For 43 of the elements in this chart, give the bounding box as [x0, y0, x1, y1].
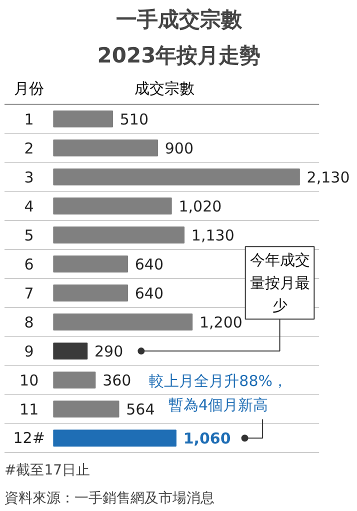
chart-title: 一手成交宗數 — [116, 8, 243, 32]
y-tick-label: 6 — [24, 256, 34, 274]
chart-subtitle: 2023年按月走勢 — [97, 44, 261, 68]
bar — [53, 226, 185, 244]
bar — [53, 197, 172, 214]
bar — [53, 139, 158, 156]
data-label: 1,130 — [191, 226, 234, 244]
y-axis-title: 月份 — [14, 79, 44, 98]
data-label: 360 — [102, 372, 132, 390]
data-label: 1,060 — [183, 430, 231, 448]
y-tick-label: 1 — [24, 110, 34, 128]
bar — [53, 168, 300, 186]
x-axis-title: 成交宗數 — [134, 79, 194, 98]
y-tick-label: 4 — [24, 197, 34, 216]
data-label: 640 — [134, 284, 164, 303]
data-label: 1,200 — [199, 314, 242, 332]
y-tick-label: 2 — [24, 139, 34, 158]
data-label: 564 — [126, 400, 155, 419]
bar — [53, 314, 193, 331]
data-label: 640 — [134, 256, 164, 274]
bar — [53, 372, 96, 389]
bar — [53, 400, 120, 418]
data-label: 510 — [120, 110, 149, 128]
text: #截至17日止 — [4, 462, 90, 478]
y-tick-label: 9 — [24, 342, 34, 361]
source-note: 資料來源：一手銷售網及市場消息 — [4, 490, 214, 506]
bar — [53, 284, 128, 302]
data-label: 900 — [164, 139, 194, 158]
y-tick-label: 7 — [24, 284, 34, 303]
bar — [53, 430, 176, 447]
y-tick-label: 8 — [24, 314, 34, 332]
bar — [53, 256, 128, 272]
data-label: 1,020 — [178, 197, 222, 216]
y-tick-label: 5 — [24, 226, 34, 244]
data-label: 290 — [94, 342, 124, 361]
y-tick-label: 11 — [20, 400, 39, 419]
annotation: 今年成交量按月最少 — [250, 251, 310, 315]
bar — [53, 110, 113, 128]
y-tick-label: 12# — [13, 429, 45, 448]
bar — [53, 342, 88, 360]
data-label: 2,130 — [306, 168, 350, 186]
y-tick-label: 10 — [20, 372, 39, 390]
y-tick-label: 3 — [24, 168, 34, 186]
